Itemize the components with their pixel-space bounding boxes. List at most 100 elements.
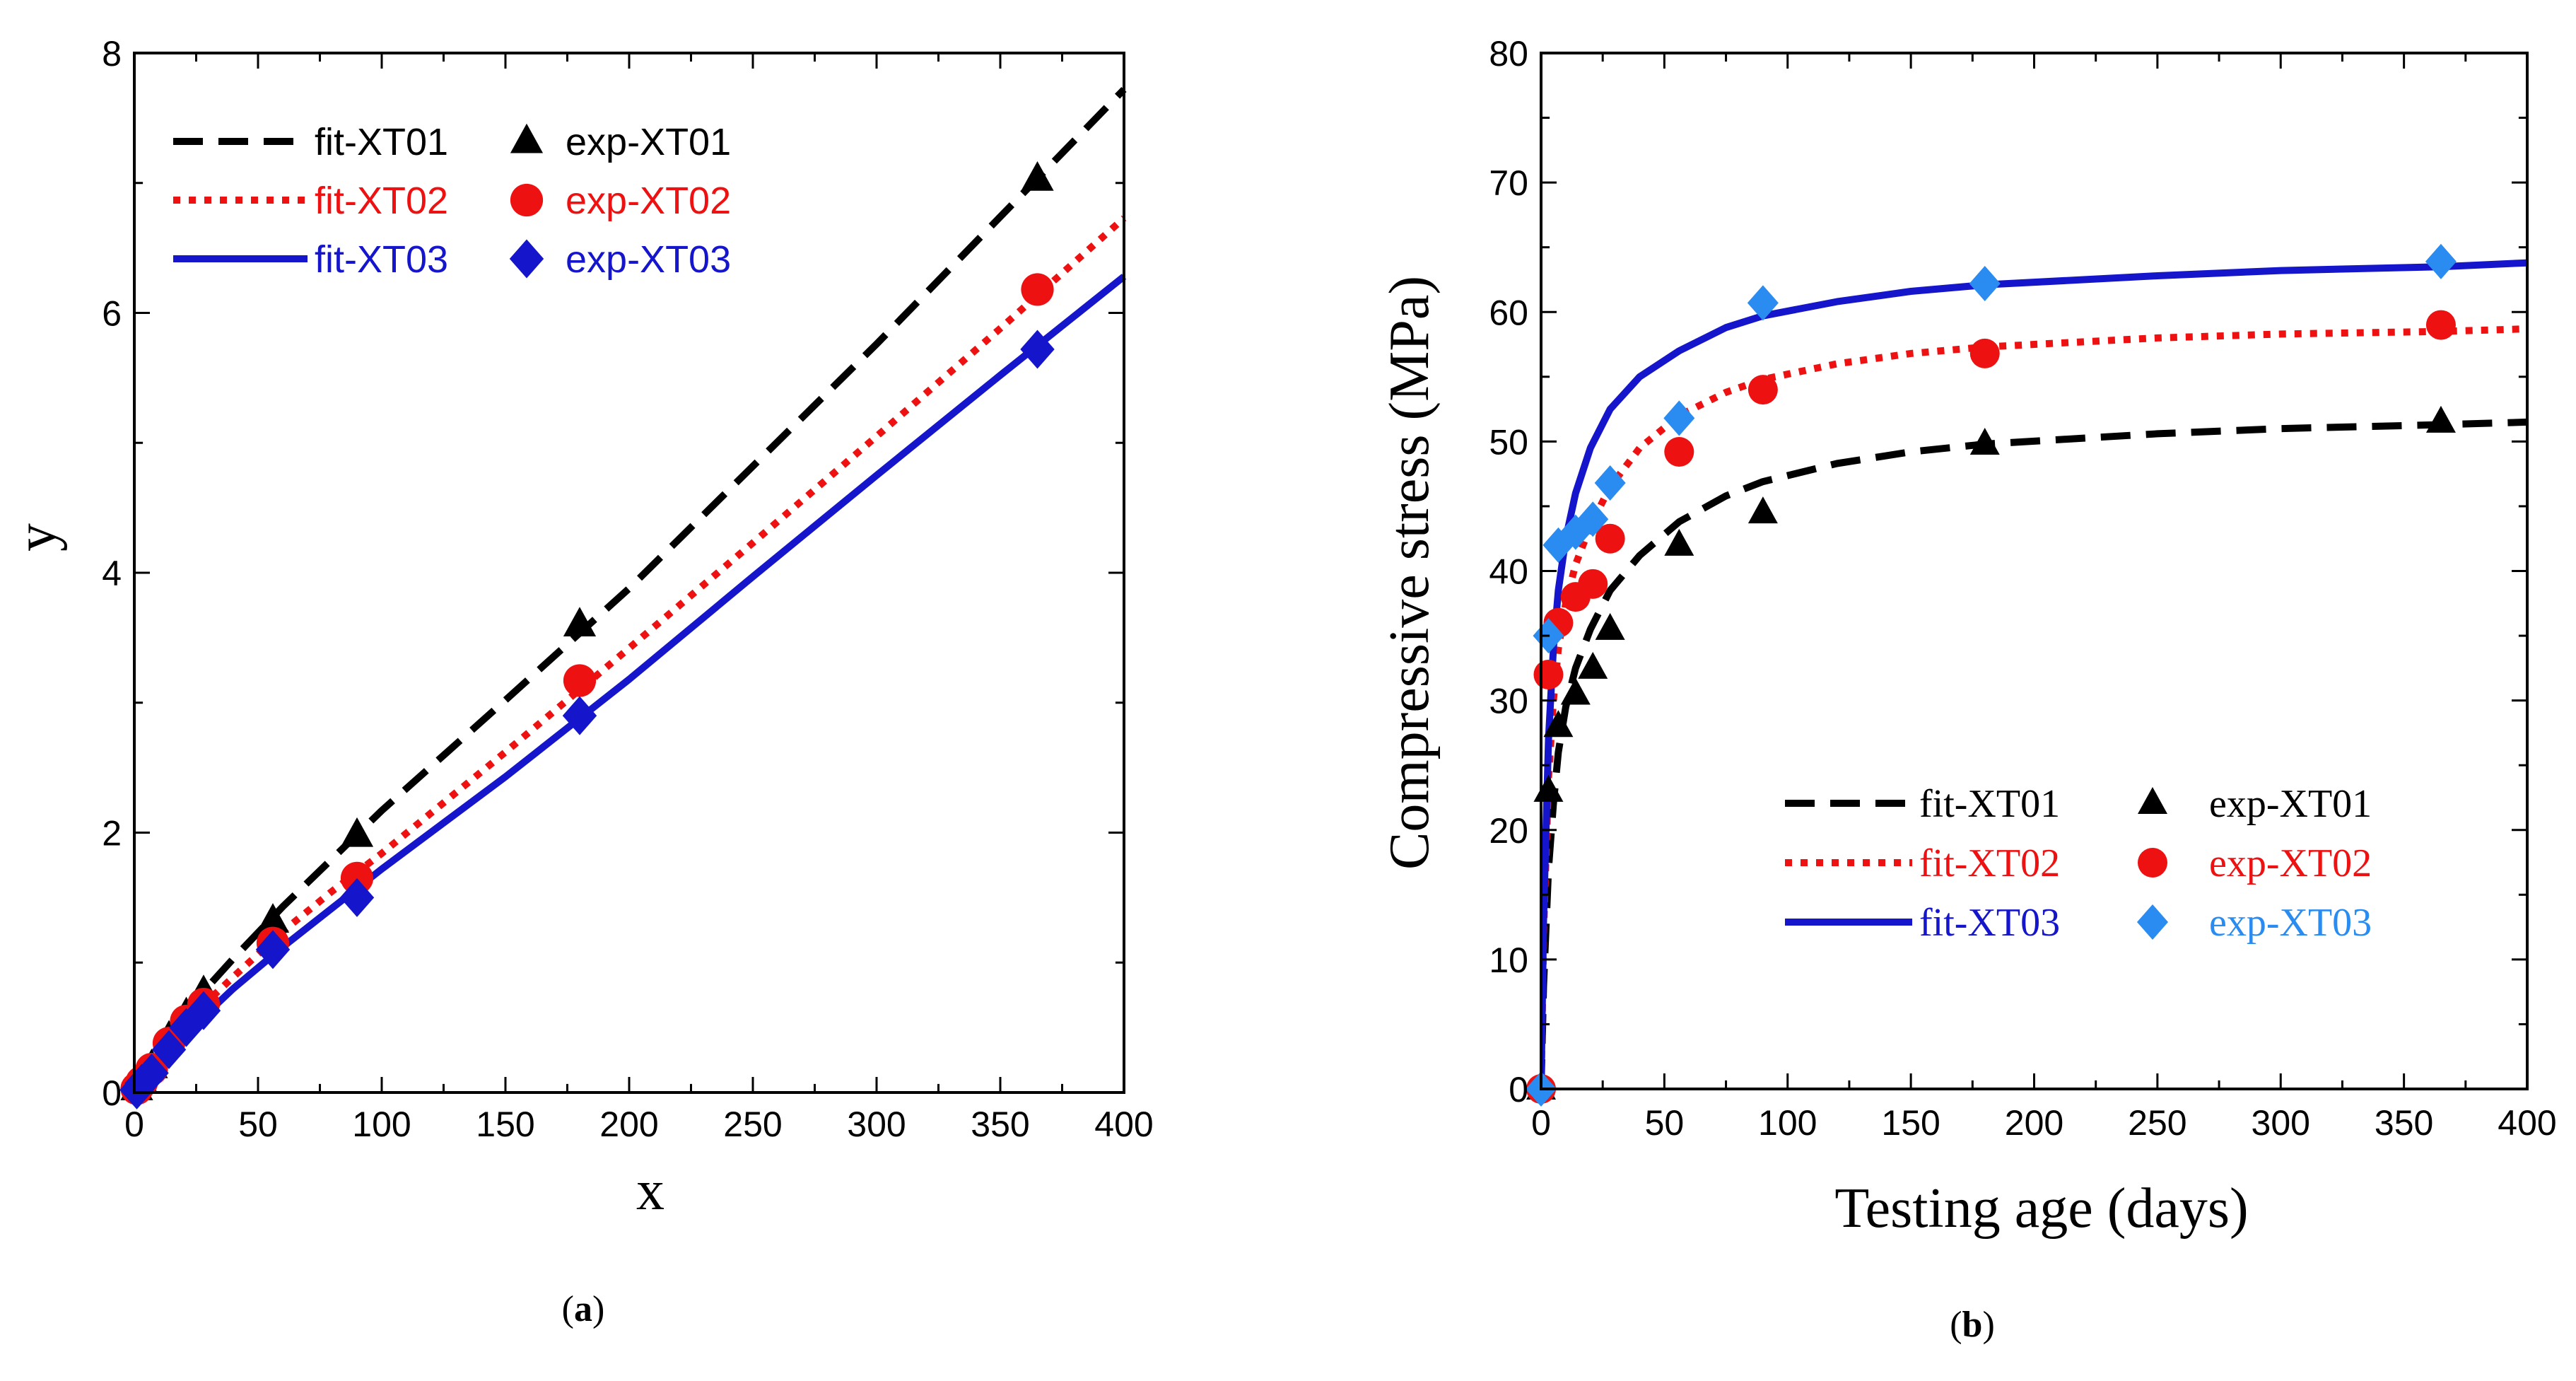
panel-b-point-exp-xt01-4	[1578, 651, 1608, 679]
panel-b-point-exp-xt02-7	[1747, 375, 1778, 405]
panel-a-point-exp-xt03-9	[1020, 330, 1055, 369]
panel-b-point-exp-xt01-7	[1747, 496, 1778, 524]
panel-b-legend-label-fit-xt02: fit-XT02	[1919, 841, 2060, 885]
panel-b-series-fit-xt01	[1541, 418, 2528, 1090]
panel-a-legend-label-fit-xt01: fit-XT01	[315, 121, 448, 163]
panel-b-point-exp-xt03-4	[1577, 501, 1609, 537]
panel-a-legend-label-fit-xt02: fit-XT02	[315, 180, 448, 222]
panel-b-point-exp-xt02-1	[1533, 660, 1564, 689]
panel-a-point-exp-xt02-8	[563, 664, 597, 697]
panel-b-legend-label-exp-xt02: exp-XT02	[2209, 841, 2372, 885]
panel-a-point-exp-xt03-8	[562, 696, 597, 735]
panel-a-x-tick-label: 300	[847, 1105, 906, 1144]
panel-b-x-tick-label: 100	[1758, 1103, 1817, 1143]
panel-a-x-tick-label: 250	[723, 1105, 782, 1144]
panel-b-legend-label-fit-xt01: fit-XT01	[1919, 782, 2060, 826]
panel-b-point-exp-xt03-6	[1663, 400, 1695, 436]
panel-a-x-tick-label: 200	[599, 1105, 658, 1144]
panel-b-y-tick-label: 70	[1489, 163, 1528, 203]
panel-a-legend-label-exp-xt03: exp-XT03	[566, 238, 731, 281]
panel-b-series-fit-xt02	[1541, 325, 2528, 1090]
panel-b-point-exp-xt01-3	[1560, 677, 1591, 705]
panel-b-point-exp-xt02-5	[1595, 523, 1625, 554]
panel-b-point-exp-xt03-7	[1747, 285, 1779, 321]
panel-a-point-exp-xt02-9	[1021, 273, 1054, 306]
panel-a-legend-label-exp-xt02: exp-XT02	[566, 180, 731, 222]
panel-a-y-tick-label: 6	[102, 294, 122, 334]
panel-a-x-tick-label: 0	[124, 1105, 144, 1144]
panel-b-point-exp-xt01-6	[1664, 528, 1694, 556]
panel-a-y-tick-label: 2	[102, 814, 122, 853]
panel-b-legend-marker-exp-xt01	[2138, 787, 2167, 814]
panel-b-x-tick-label: 50	[1645, 1103, 1685, 1143]
panel-b-x-tick-label: 250	[2128, 1103, 2186, 1143]
panel-a-point-exp-xt01-7	[340, 817, 374, 847]
panel-b-legend-marker-exp-xt03	[2137, 904, 2168, 940]
panel-b-point-exp-xt02-4	[1578, 569, 1608, 599]
panel-b-y-tick-label: 0	[1509, 1070, 1528, 1109]
panel-a-x-tick-label: 50	[238, 1105, 278, 1144]
panel-b-x-tick-label: 400	[2498, 1103, 2556, 1143]
panel-a-x-tick-label: 150	[476, 1105, 534, 1144]
panel-a-x-tick-label: 350	[971, 1105, 1029, 1144]
panel-b-legend-marker-exp-xt02	[2138, 848, 2167, 878]
panel-b-legend-label-exp-xt03: exp-XT03	[2209, 901, 2372, 945]
panel-b-x-tick-label: 150	[1881, 1103, 1940, 1143]
panel-b-x-tick-label: 300	[2252, 1103, 2310, 1143]
panel-b-y-tick-label: 20	[1489, 811, 1528, 851]
panel-b-x-axis-title: Testing age (days)	[1834, 1177, 2248, 1240]
panel-b-x-tick-label: 200	[2005, 1103, 2063, 1143]
panel-a-point-exp-xt03-7	[339, 878, 375, 917]
panel-b-point-exp-xt01-8	[1969, 428, 2000, 455]
panel-b-y-tick-label: 40	[1489, 552, 1528, 592]
panel-a-y-tick-label: 0	[102, 1073, 122, 1113]
panel-a-series-fit-xt03	[134, 274, 1127, 1095]
panel-b-series-fit-xt03	[1541, 259, 2528, 1090]
panel-b-point-exp-xt01-9	[2425, 405, 2456, 433]
panel-b-y-tick-label: 50	[1489, 422, 1528, 462]
panel-a-plot-area	[119, 87, 1127, 1109]
panel-a-y-tick-label: 8	[102, 34, 122, 74]
panel-a-point-exp-xt01-6	[256, 903, 290, 933]
panel-a-point-exp-xt02-7	[340, 861, 374, 895]
panel-b-legend-label-fit-xt03: fit-XT03	[1919, 901, 2060, 945]
panel-b-point-exp-xt02-6	[1664, 437, 1694, 467]
panel-a-legend-label-exp-xt01: exp-XT01	[566, 121, 731, 163]
panel-b-y-tick-label: 10	[1489, 940, 1528, 980]
panel-a-legend-marker-exp-xt02	[510, 183, 544, 217]
panel-a-x-tick-label: 400	[1094, 1105, 1153, 1144]
panel-b-legend: fit-XT01 fit-XT02 fit-XT03 exp-XT01 exp-XT02…	[1785, 782, 2372, 945]
panel-b-point-exp-xt02-9	[2425, 310, 2456, 340]
panel-a-legend: fit-XT01 fit-XT02 fit-XT03 exp-XT01 exp-XT02…	[173, 121, 731, 281]
panel-a-y-axis-title: y	[6, 523, 68, 552]
panel-b-y-tick-label: 30	[1489, 682, 1528, 721]
panel-b-caption: (b)	[1950, 1305, 1995, 1345]
panel-b-point-exp-xt01-1	[1533, 774, 1564, 802]
panel-b-point-exp-xt01-5	[1595, 612, 1625, 640]
panel-b-point-exp-xt01-2	[1543, 710, 1574, 738]
panel-b-series-group	[1541, 259, 2528, 1090]
panel-a-axes: 0 50 100 150 200 250 300 350 400 0 2 4 6 8	[102, 34, 1154, 1144]
panel-a-y-tick-label: 4	[102, 554, 122, 593]
panel-b-y-tick-label: 80	[1489, 34, 1528, 74]
panel-b-point-exp-xt03-5	[1594, 465, 1626, 501]
panel-b-axes: 0 50 100 150 200 250 300 350 400 0 10 20 30 40 50 60 70 8…	[1489, 34, 2556, 1143]
panel-a-legend-marker-exp-xt03	[509, 239, 544, 279]
panel-a-series-fit-xt02	[134, 215, 1127, 1095]
panel-b-point-exp-xt03-8	[1969, 265, 2001, 301]
panel-b-plot-area	[1526, 243, 2528, 1107]
panel-b-x-tick-label: 350	[2375, 1103, 2433, 1143]
panel-a-point-exp-xt03-1	[124, 1064, 159, 1103]
panel-b-y-tick-label: 60	[1489, 293, 1528, 332]
panel-a-point-exp-xt01-9	[1021, 161, 1054, 191]
panel-a-caption: (a)	[562, 1289, 605, 1329]
panel-b: 0 50 100 150 200 250 300 350 400 0 10 20 30 40 50 60 70 8…	[1378, 34, 2557, 1345]
panel-b-x-tick-label: 0	[1531, 1103, 1551, 1143]
panel-a-point-exp-xt01-8	[563, 607, 597, 636]
panel-b-y-axis-title: Compressive stress (MPa)	[1378, 276, 1441, 870]
panel-a-legend-marker-exp-xt01	[510, 123, 544, 153]
panel-a: 0 50 100 150 200 250 300 350 400 0 2 4 6 8 x y fit-XT…	[6, 34, 1154, 1329]
panel-b-legend-label-exp-xt01: exp-XT01	[2209, 782, 2372, 826]
panel-a-x-tick-label: 100	[352, 1105, 411, 1144]
